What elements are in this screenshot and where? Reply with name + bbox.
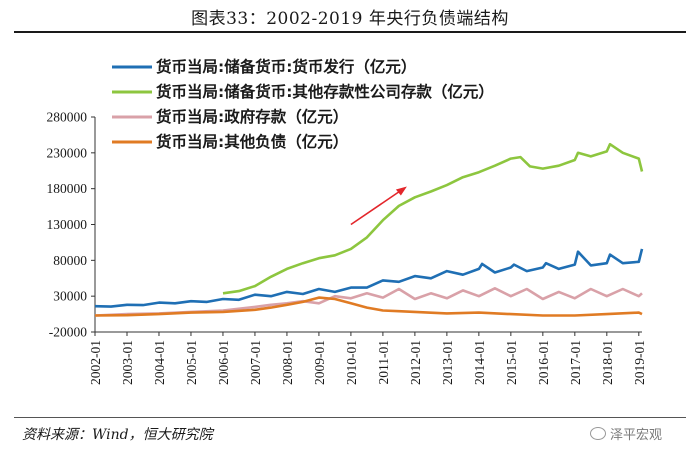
annotation-group xyxy=(350,186,407,226)
y-tick-label: 130000 xyxy=(47,217,88,232)
source-note: 资料来源：Wind，恒大研究院 xyxy=(22,427,213,443)
legend-label-3: 货币当局:政府存款（亿元） xyxy=(156,107,348,126)
y-tick-label: 180000 xyxy=(47,181,88,196)
series-group xyxy=(94,142,644,317)
series-line-2 xyxy=(222,142,644,295)
x-tick-label: 2011-01 xyxy=(376,340,391,385)
x-tick-label: 2012-01 xyxy=(408,340,423,385)
x-tick-label: 2008-01 xyxy=(280,340,295,385)
x-tick-label: 2018-01 xyxy=(600,340,615,385)
chart-title: 图表33：2002-2019 年央行负债端结构 xyxy=(191,9,509,29)
y-tick-label: 80000 xyxy=(53,253,87,268)
x-tick-label: 2009-01 xyxy=(312,340,327,385)
title-divider xyxy=(14,31,686,33)
trend-arrow-head xyxy=(395,186,407,196)
legend-label-2: 货币当局:储备货币:其他存款性公司存款（亿元） xyxy=(156,82,494,101)
y-tick-label: 30000 xyxy=(53,289,87,304)
x-tick-label: 2015-01 xyxy=(504,340,519,385)
x-tick-label: 2002-01 xyxy=(88,340,103,385)
x-tick-label: 2016-01 xyxy=(536,340,551,385)
x-tick-label: 2007-01 xyxy=(248,340,263,385)
x-tick-label: 2005-01 xyxy=(184,340,199,385)
x-tick-label: 2017-01 xyxy=(568,340,583,385)
x-tick-label: 2019-01 xyxy=(632,340,647,385)
legend: 货币当局:储备货币:货币发行（亿元） 货币当局:储备货币:其他存款性公司存款（亿元… xyxy=(112,57,494,151)
series-line-1 xyxy=(94,248,644,308)
wechat-icon xyxy=(590,427,606,440)
trend-arrow-line xyxy=(350,189,402,226)
x-tick-label: 2006-01 xyxy=(216,340,231,385)
x-tick-label: 2013-01 xyxy=(440,340,455,385)
y-tick-label: -20000 xyxy=(49,325,87,340)
series-line-4 xyxy=(94,296,643,317)
y-tick-label: 230000 xyxy=(47,145,88,160)
legend-label-4: 货币当局:其他负债（亿元） xyxy=(156,132,348,151)
watermark-text: 泽平宏观 xyxy=(610,428,663,443)
x-tick-label: 2004-01 xyxy=(152,340,167,385)
series-line-3 xyxy=(94,287,643,317)
axes: 280000 230000 180000 130000 80000 30000 -20000… xyxy=(47,110,647,386)
legend-label-1: 货币当局:储备货币:货币发行（亿元） xyxy=(156,57,416,76)
footer-divider xyxy=(14,417,686,418)
x-tick-label: 2014-01 xyxy=(472,340,487,385)
watermark: 泽平宏观 xyxy=(590,424,662,443)
x-tick-label: 2010-01 xyxy=(344,340,359,385)
y-tick-label: 280000 xyxy=(47,110,88,125)
x-tick-label: 2003-01 xyxy=(120,340,135,385)
